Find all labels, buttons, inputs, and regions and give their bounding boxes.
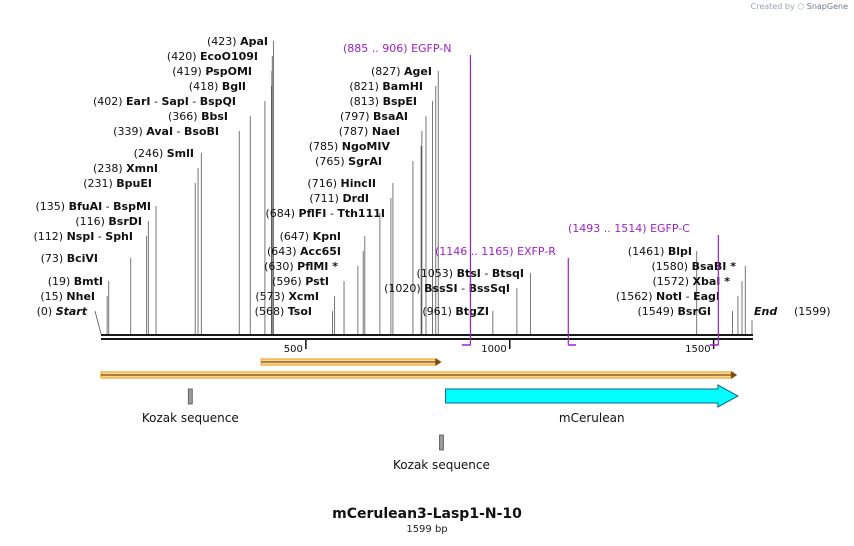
enzyme-label-bamhi[interactable]: (821) BamHI	[349, 80, 423, 93]
enzyme-label-acc65i[interactable]: (643) Acc65I	[267, 245, 341, 258]
feature-label-kozak: Kozak sequence	[142, 411, 239, 425]
enzyme-label-hincii[interactable]: (716) HincII	[307, 177, 376, 190]
enzyme-label-bsabi[interactable]: (1580) BsaBI *	[651, 260, 736, 273]
snapgene-logo-icon: ⬡	[797, 2, 805, 11]
enzyme-label-start[interactable]: (0) Start	[37, 305, 88, 318]
enzyme-label-tsoi[interactable]: (568) TsoI	[255, 305, 312, 318]
map-size: 1599 bp	[406, 524, 448, 535]
cds-arrow-mcerulean[interactable]	[445, 384, 739, 408]
enzyme-label-noti[interactable]: (1562) NotI - EagI	[616, 290, 720, 303]
enzyme-label-bsrdi[interactable]: (116) BsrDI	[75, 215, 142, 228]
enzyme-label-pflfi[interactable]: (684) PflFI - Tth111I	[265, 207, 385, 220]
orf-arrowhead-icon	[731, 371, 738, 379]
snapgene-watermark: Created by ⬡ SnapGene	[751, 2, 848, 11]
enzyme-label-bsssi[interactable]: (1020) BssSI - BssSqI	[384, 282, 510, 295]
feature-label-mcerulean: mCerulean	[559, 411, 625, 425]
enzyme-connector	[94, 310, 102, 335]
enzyme-label-ecoo109i[interactable]: (420) EcoO109I	[167, 50, 258, 63]
enzyme-label-bgli[interactable]: (418) BglI	[189, 80, 246, 93]
enzyme-label-xbai[interactable]: (1572) XbaI *	[652, 275, 730, 288]
ruler-tick-label: 1000	[481, 344, 506, 355]
enzyme-label-btgzi[interactable]: (961) BtgZI	[422, 305, 489, 318]
enzyme-label-btsi[interactable]: (1053) BtsI - BtsqI	[416, 267, 524, 280]
watermark-brand: SnapGene	[806, 2, 848, 11]
enzyme-label-smli[interactable]: (246) SmlI	[134, 147, 194, 160]
primer-label-exfp-r[interactable]: (1146 .. 1165) EXFP-R	[435, 245, 556, 258]
enzyme-label-naei[interactable]: (787) NaeI	[339, 125, 400, 138]
primer-label-egfp-c[interactable]: (1493 .. 1514) EGFP-C	[568, 222, 690, 235]
watermark-prefix: Created by	[750, 2, 795, 11]
kozak-box[interactable]	[187, 388, 193, 405]
enzyme-label-avai[interactable]: (339) AvaI - BsoBI	[113, 125, 219, 138]
enzyme-label-eari[interactable]: (402) EarI - SapI - BspQI	[93, 95, 236, 108]
ruler-tick-label: 1500	[685, 344, 710, 355]
enzyme-label-ngomiv[interactable]: (785) NgoMIV	[309, 140, 391, 153]
kozak-box[interactable]	[439, 434, 444, 451]
enzyme-label-xcmi[interactable]: (573) XcmI	[255, 290, 319, 303]
enzyme-label-bsaai[interactable]: (797) BsaAI	[340, 110, 408, 123]
enzyme-label-pflmi[interactable]: (630) PflMI *	[264, 260, 338, 273]
enzyme-label-bfuai[interactable]: (135) BfuAI - BspMI	[35, 200, 151, 213]
enzyme-label-kpni[interactable]: (647) KpnI	[280, 230, 341, 243]
enzyme-label-bbsi[interactable]: (366) BbsI	[168, 110, 228, 123]
ruler-tick-label: 500	[284, 344, 303, 355]
orf-arrowhead-icon	[435, 358, 442, 366]
enzyme-label-sgrai[interactable]: (765) SgrAI	[315, 155, 382, 168]
primer-label-egfp-n[interactable]: (885 .. 906) EGFP-N	[343, 42, 451, 55]
enzyme-label-end[interactable]: End	[754, 305, 777, 318]
enzyme-label-bcivi[interactable]: (73) BciVI	[41, 252, 98, 265]
enzyme-label-bmti[interactable]: (19) BmtI	[48, 275, 103, 288]
enzyme-label-bspei[interactable]: (813) BspEI	[350, 95, 418, 108]
enzyme-label-bpuei[interactable]: (231) BpuEI	[83, 177, 152, 190]
enzyme-label-psti[interactable]: (596) PstI	[272, 275, 329, 288]
enzyme-label-drdi[interactable]: (711) DrdI	[309, 192, 369, 205]
enzyme-label-bsrgi[interactable]: (1549) BsrGI	[637, 305, 711, 318]
enzyme-label-apai[interactable]: (423) ApaI	[207, 35, 268, 48]
feature-label-kozak: Kozak sequence	[393, 458, 490, 472]
enzyme-label-xmni[interactable]: (238) XmnI	[93, 162, 158, 175]
enzyme-label-blpi[interactable]: (1461) BlpI	[628, 245, 692, 258]
map-title: mCerulean3-Lasp1-N-10	[332, 506, 522, 522]
enzyme-label-agei[interactable]: (827) AgeI	[371, 65, 432, 78]
enzyme-label-nhei[interactable]: (15) NheI	[40, 290, 95, 303]
enzyme-label-nspi[interactable]: (112) NspI - SphI	[33, 230, 133, 243]
end-position: (1599)	[794, 305, 831, 318]
enzyme-label-pspomi[interactable]: (419) PspOMI	[172, 65, 252, 78]
